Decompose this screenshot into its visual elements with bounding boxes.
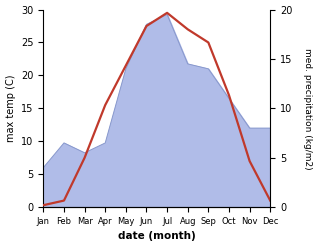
Y-axis label: med. precipitation (kg/m2): med. precipitation (kg/m2) — [303, 48, 313, 169]
Y-axis label: max temp (C): max temp (C) — [5, 75, 16, 142]
X-axis label: date (month): date (month) — [118, 231, 196, 242]
